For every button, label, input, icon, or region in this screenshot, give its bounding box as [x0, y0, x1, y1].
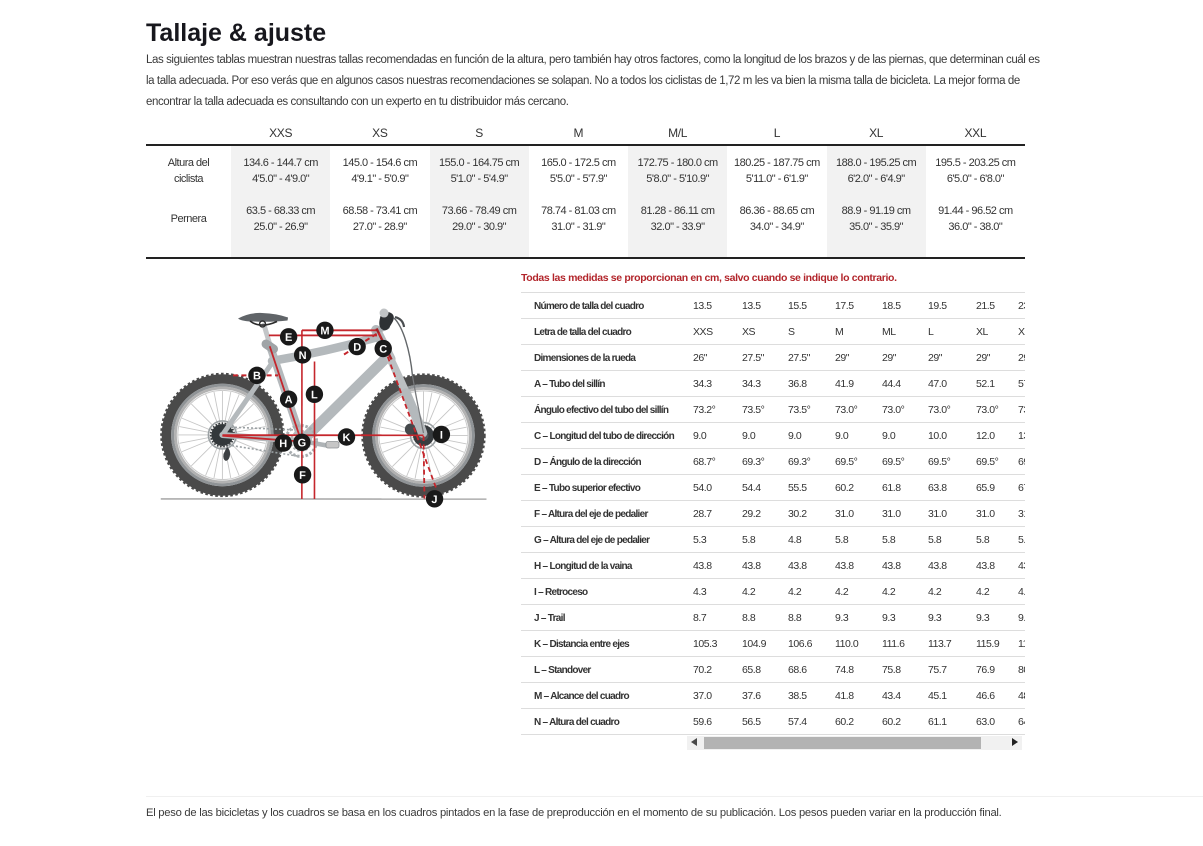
svg-text:I: I: [440, 430, 443, 442]
svg-text:E: E: [285, 332, 292, 344]
svg-text:N: N: [299, 350, 307, 362]
svg-text:F: F: [299, 470, 306, 482]
svg-text:L: L: [311, 389, 318, 401]
svg-text:J: J: [431, 494, 437, 506]
svg-text:D: D: [353, 342, 361, 354]
svg-text:M: M: [320, 325, 329, 337]
svg-text:H: H: [279, 438, 287, 450]
svg-text:A: A: [285, 394, 293, 406]
svg-text:B: B: [253, 370, 261, 382]
svg-text:G: G: [298, 437, 307, 449]
svg-text:K: K: [342, 432, 350, 444]
svg-text:C: C: [379, 344, 387, 356]
